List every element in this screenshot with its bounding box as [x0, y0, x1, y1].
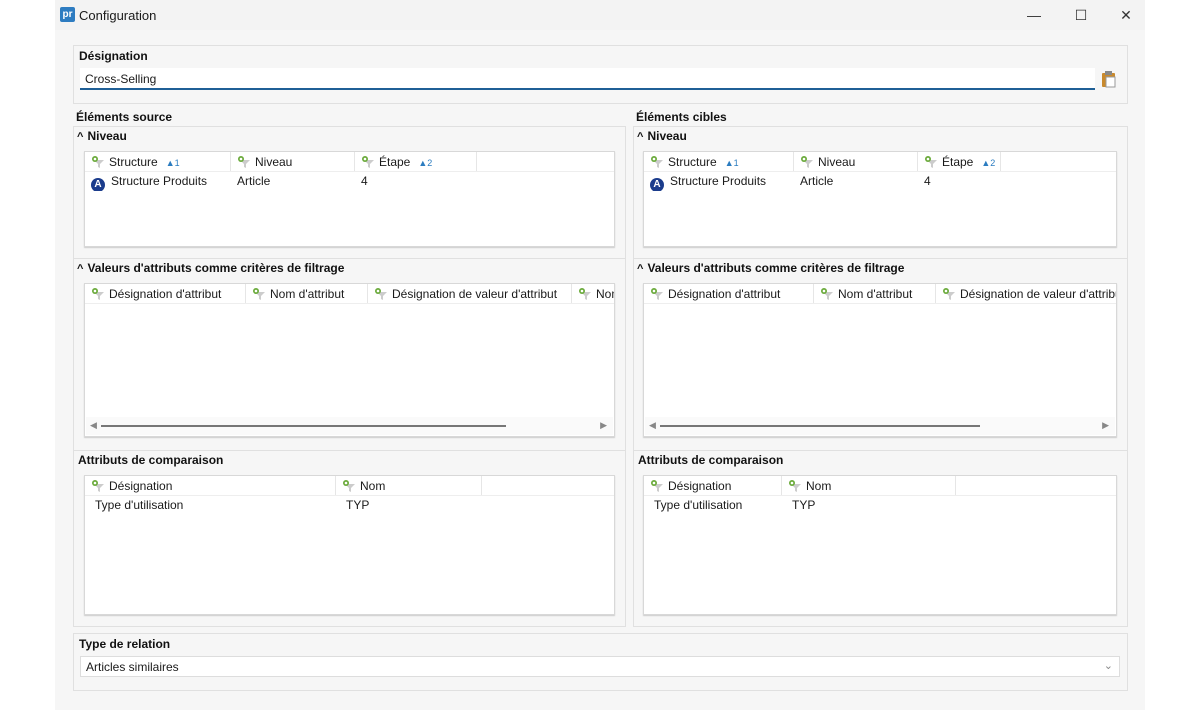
column-label: Désignation de valeur d'attribut — [960, 287, 1116, 301]
niveau-grid[interactable]: Structure ▲1 Niveau Étape ▲2 A Structure Produ… — [643, 151, 1117, 247]
designation-group: Désignation Cross-Selling — [73, 45, 1128, 104]
relation-label: Type de relation — [79, 637, 171, 651]
column-header[interactable]: Nom — [336, 476, 482, 495]
column-header[interactable]: Nom — [782, 476, 956, 495]
scrollbar-thumb[interactable] — [660, 425, 980, 427]
niveau-grid[interactable]: Structure ▲1 Niveau Étape ▲2 A Structure Produ… — [84, 151, 615, 247]
scroll-right-icon[interactable]: ▶ — [1102, 420, 1109, 430]
table-cell: Type d'utilisation — [95, 498, 184, 512]
column-label: Étape — [379, 155, 411, 169]
column-label: Nom — [806, 479, 832, 493]
scroll-right-icon[interactable]: ▶ — [600, 420, 607, 430]
structure-a-icon: A — [650, 178, 664, 191]
table-cell: TYP — [792, 498, 816, 512]
niveau-section-toggle[interactable]: ^ Niveau — [77, 129, 127, 143]
valeurs-grid[interactable]: Désignation d'attribut Nom d'attribut Dési… — [643, 283, 1117, 437]
caret-up-icon: ^ — [637, 263, 644, 275]
app-logo: pr — [60, 7, 75, 22]
valeurs-grid[interactable]: Désignation d'attribut Nom d'attribut Dési… — [84, 283, 615, 437]
column-header[interactable]: Nom — [572, 284, 614, 303]
table-cell: 4 — [361, 174, 368, 188]
table-row[interactable]: A Structure Produits Article 4 — [85, 172, 614, 191]
relation-value: Articles similaires — [86, 660, 179, 674]
table-cell: Type d'utilisation — [654, 498, 743, 512]
niveau-title: Niveau — [87, 129, 127, 143]
column-header[interactable]: Désignation de valeur d'attribut — [936, 284, 1116, 303]
relation-select[interactable]: Articles similaires ⌄ — [80, 656, 1120, 677]
column-label: Désignation d'attribut — [668, 287, 781, 301]
niveau-section-toggle[interactable]: ^ Niveau — [637, 129, 687, 143]
table-cell: Article — [800, 174, 834, 188]
column-header[interactable]: Étape ▲2 — [355, 152, 477, 171]
table-row[interactable]: A Structure Produits Article 4 — [644, 172, 1116, 191]
horizontal-scrollbar[interactable]: ◀ ▶ — [86, 417, 613, 435]
structure-a-icon: A — [91, 178, 105, 191]
window-title: Configuration — [79, 8, 157, 23]
close-button[interactable]: ✕ — [1120, 7, 1132, 23]
minimize-button[interactable]: — — [1027, 7, 1041, 23]
column-label: Désignation — [668, 479, 732, 493]
column-header[interactable]: Niveau — [231, 152, 355, 171]
valeurs-section-toggle[interactable]: ^ Valeurs d'attributs comme critères de f… — [77, 261, 344, 275]
table-cell: 4 — [924, 174, 931, 188]
table-row[interactable]: Type d'utilisation TYP — [644, 496, 1116, 515]
valeurs-section-toggle[interactable]: ^ Valeurs d'attributs comme critères de f… — [637, 261, 904, 275]
scrollbar-thumb[interactable] — [101, 425, 506, 427]
comparaison-title: Attributs de comparaison — [78, 453, 224, 467]
column-header[interactable]: Structure ▲1 — [85, 152, 231, 171]
scroll-left-icon[interactable]: ◀ — [649, 420, 656, 430]
chevron-down-icon: ⌄ — [1103, 660, 1113, 672]
comparaison-grid[interactable]: Désignation Nom Type d'utilisation TYP — [84, 475, 615, 615]
sort-order-icon: ▲2 — [981, 158, 996, 168]
caret-up-icon: ^ — [77, 263, 84, 275]
column-label: Étape — [942, 155, 974, 169]
column-label: Nom d'attribut — [270, 287, 345, 301]
column-label: Désignation — [109, 479, 173, 493]
column-header[interactable]: Étape ▲2 — [918, 152, 1001, 171]
column-header[interactable]: Nom d'attribut — [814, 284, 936, 303]
title-bar: pr Configuration — ☐ ✕ — [55, 0, 1145, 30]
relation-group: Type de relation Articles similaires ⌄ — [73, 633, 1128, 691]
column-label: Nom — [596, 287, 614, 301]
column-header[interactable]: Désignation de valeur d'attribut — [368, 284, 572, 303]
column-label: Nom d'attribut — [838, 287, 913, 301]
column-header[interactable]: Niveau — [794, 152, 918, 171]
column-header[interactable]: Désignation — [85, 476, 336, 495]
niveau-title: Niveau — [647, 129, 687, 143]
sort-order-icon: ▲2 — [418, 158, 433, 168]
column-label: Structure — [668, 155, 717, 169]
column-label: Désignation de valeur d'attribut — [392, 287, 558, 301]
table-cell: TYP — [346, 498, 370, 512]
column-header[interactable]: Désignation — [644, 476, 782, 495]
column-header[interactable]: Désignation d'attribut — [644, 284, 814, 303]
column-header[interactable]: Désignation d'attribut — [85, 284, 246, 303]
panel-title: Éléments cibles — [636, 110, 727, 124]
maximize-button[interactable]: ☐ — [1074, 7, 1088, 23]
caret-up-icon: ^ — [77, 131, 84, 143]
panel-title: Éléments source — [76, 110, 173, 124]
comparaison-title: Attributs de comparaison — [638, 453, 784, 467]
comparaison-grid[interactable]: Désignation Nom Type d'utilisation TYP — [643, 475, 1117, 615]
table-cell: Article — [237, 174, 271, 188]
table-row[interactable]: Type d'utilisation TYP — [85, 496, 614, 515]
column-header[interactable]: Nom d'attribut — [246, 284, 368, 303]
column-label: Structure — [109, 155, 158, 169]
clipboard-icon[interactable] — [1100, 70, 1117, 88]
table-cell: A Structure Produits — [644, 172, 794, 191]
scroll-left-icon[interactable]: ◀ — [90, 420, 97, 430]
table-cell: A Structure Produits — [85, 172, 231, 191]
column-header[interactable]: Structure ▲1 — [644, 152, 794, 171]
column-label: Désignation d'attribut — [109, 287, 222, 301]
column-label: Niveau — [255, 155, 293, 169]
designation-label: Désignation — [79, 49, 148, 63]
column-label: Nom — [360, 479, 386, 493]
designation-input[interactable]: Cross-Selling — [80, 68, 1095, 90]
sort-order-icon: ▲1 — [724, 158, 739, 168]
sort-order-icon: ▲1 — [165, 158, 180, 168]
valeurs-title: Valeurs d'attributs comme critères de fi… — [647, 261, 905, 275]
column-label: Niveau — [818, 155, 856, 169]
valeurs-title: Valeurs d'attributs comme critères de fi… — [87, 261, 345, 275]
caret-up-icon: ^ — [637, 131, 644, 143]
horizontal-scrollbar[interactable]: ◀ ▶ — [645, 417, 1115, 435]
